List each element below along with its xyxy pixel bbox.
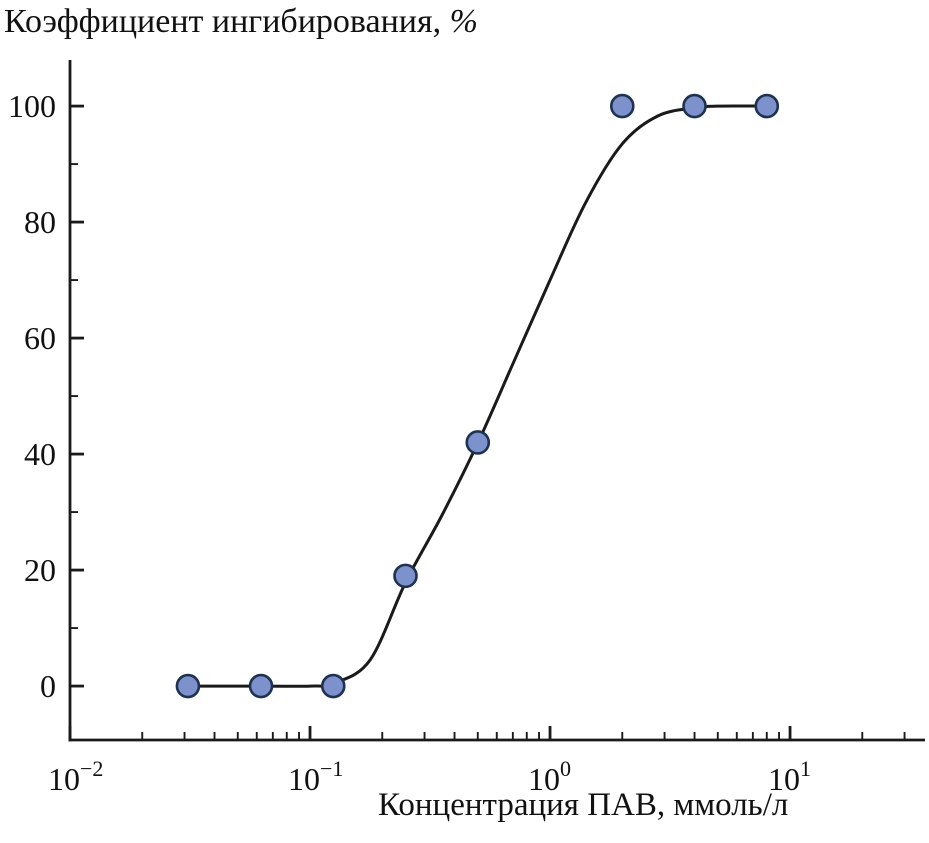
y-tick-label: 80 — [24, 204, 56, 240]
data-point-marker — [175, 673, 201, 699]
chart-title-percent-symbol: % — [449, 3, 478, 40]
y-tick-label: 20 — [24, 552, 56, 588]
data-point-marker — [609, 93, 635, 119]
x-axis-label: Концентрация ПАВ, ммоль/л — [378, 787, 789, 823]
sigmoid-curve — [175, 104, 775, 688]
x-tick-label: 10−1 — [288, 756, 343, 797]
data-point-marker — [682, 93, 707, 119]
y-tick-label: 40 — [24, 436, 56, 472]
chart-title: Коэффициент ингибирования, % — [4, 2, 478, 43]
data-point-marker — [248, 673, 274, 699]
fit-curve — [175, 104, 775, 688]
y-tick-label: 60 — [24, 320, 56, 356]
data-point-marker — [393, 563, 418, 589]
x-tick-label: 10−2 — [48, 756, 103, 797]
y-tick-label: 0 — [40, 668, 56, 704]
axis-spines — [68, 60, 925, 742]
x-tick-label: 100 — [528, 756, 571, 797]
x-tick-label: 101 — [768, 756, 811, 797]
data-points — [175, 93, 780, 699]
data-point-marker — [320, 673, 346, 699]
tick-labels: 0 20 40 60 80 100 10−2 10−1 100 101 — [8, 88, 811, 797]
chart-title-text: Коэффициент ингибирования, — [4, 3, 450, 40]
y-tick-label: 100 — [8, 88, 56, 124]
data-point-marker — [754, 93, 780, 119]
data-point-marker — [465, 430, 491, 455]
